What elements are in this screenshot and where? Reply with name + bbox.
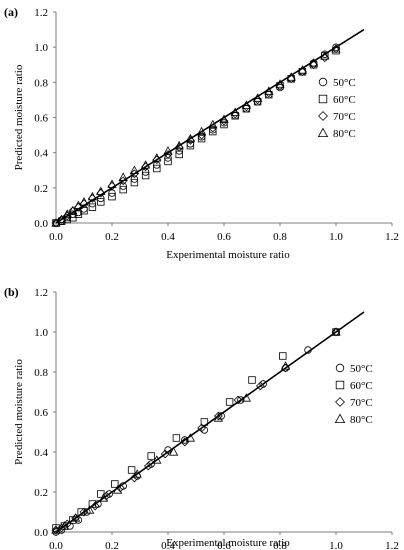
panel-b-point-diamond	[130, 473, 139, 483]
panel-a-y-tick-label: 1.0	[34, 42, 48, 54]
panel-a-point-square	[197, 134, 206, 143]
panel-a-y-axis-title: Predicted moisture ratio	[13, 64, 25, 170]
panel-a-legend-label: 80°C	[333, 128, 356, 140]
panel-a-y-tick-label: 0.8	[34, 77, 48, 89]
panel-a-legend-marker-triangle	[317, 127, 329, 138]
panel-b-y-tick-label: 0.8	[34, 367, 48, 379]
panel-b-legend-marker-square	[335, 380, 345, 390]
panel-b-y-tick-label: 1.2	[34, 287, 48, 299]
panel-b-label: (b)	[4, 285, 19, 299]
panel-b-legend-label: 80°C	[350, 414, 373, 426]
panel-a-point-diamond	[331, 44, 341, 54]
panel-b-legend-marker-triangle	[334, 413, 346, 424]
panel-a-label: (a)	[4, 5, 18, 19]
panel-a-legend-label: 60°C	[333, 94, 356, 106]
panel-b-point-diamond	[180, 437, 190, 447]
panel-a-point-diamond	[163, 150, 173, 159]
panel-b-x-tick-label: 1.0	[329, 540, 343, 550]
panel-b-point-circle	[181, 436, 189, 444]
panel-b-point-square	[147, 452, 155, 460]
panel-b-point-diamond	[90, 501, 100, 511]
panel-a-point-diamond	[68, 206, 78, 216]
panel-a-point-square	[130, 178, 139, 187]
panel-b-y-axis-title: Predicted moisture ratio	[13, 359, 25, 465]
panel-b-point-square	[248, 376, 256, 384]
panel-b-fit-line	[55, 311, 365, 533]
panel-a-point-square	[220, 120, 228, 129]
panel-a-x-tick-label: 0.2	[105, 231, 119, 243]
panel-b-x-tick-label: 1.2	[385, 540, 399, 550]
panel-b-y-tick-label: 0.6	[34, 407, 48, 419]
panel-b-x-axis-title: Experimental moisture ratio	[166, 537, 290, 549]
panel-a-point-square	[186, 141, 195, 150]
panel-b-legend-marker-circle	[335, 363, 345, 373]
panel-b-point-triangle	[331, 327, 341, 336]
panel-a-point-square	[119, 185, 127, 194]
panel-a-y-tick-label: 0.4	[34, 148, 48, 160]
panel-b-point-square	[111, 480, 119, 488]
panel-a-point-square	[153, 164, 161, 173]
panel-b-point-triangle	[59, 521, 70, 530]
panel-a-fit-line	[55, 28, 365, 224]
panel-b-point-circle	[237, 396, 245, 404]
panel-a-point-square	[108, 192, 116, 201]
panel-a-x-axis-title: Experimental moisture ratio	[166, 249, 290, 261]
panel-b-point-triangle	[168, 447, 179, 456]
panel-b-x-tick-label: 0.2	[105, 540, 119, 550]
panel-b-legend-marker-diamond	[335, 397, 345, 407]
panel-b-point-triangle	[98, 493, 109, 502]
panel-b-x-tick-label: 0.0	[49, 540, 63, 550]
panel-b-point-triangle	[152, 455, 162, 464]
panel-a-x-tick-label: 0.0	[49, 231, 63, 243]
panel-b-point-triangle	[70, 513, 81, 522]
panel-b-legend-label: 70°C	[350, 397, 373, 409]
panel-b-point-square	[172, 434, 181, 442]
panel-b-x-tick-label: 0.6	[217, 540, 231, 550]
panel-b-point-square	[127, 466, 136, 474]
panel-b-point-square	[279, 352, 287, 360]
panel-b-point-square	[225, 398, 234, 406]
panel-a-y-tick-label: 0.2	[34, 183, 48, 195]
panel-a-x-tick-label: 0.6	[217, 231, 231, 243]
panel-a-y-tick-label: 0.0	[34, 218, 48, 230]
panel-a-x-tick-label: 0.8	[273, 231, 287, 243]
panel-b-y-tick-label: 0.0	[34, 527, 48, 539]
panel-a-x-tick-label: 1.2	[385, 231, 399, 243]
panel-a-legend-marker-square	[318, 94, 328, 104]
panel-b-legend-label: 60°C	[350, 380, 373, 392]
panel-b-point-diamond	[233, 395, 243, 405]
panel-b-x-tick-label: 0.8	[273, 540, 287, 550]
panel-b-y-tick-label: 0.4	[34, 447, 48, 459]
panel-a-x-tick-label: 1.0	[329, 231, 343, 243]
panel-b-y-tick-label: 0.2	[34, 487, 48, 499]
panel-a-point-square	[209, 127, 217, 136]
panel-a-legend-marker-diamond	[318, 111, 328, 121]
panel-a-y-tick-label: 1.2	[34, 7, 48, 19]
panel-b-point-triangle	[132, 469, 142, 478]
panel-a-point-square	[141, 171, 150, 180]
panel-a-x-tick-label: 0.4	[161, 231, 175, 243]
panel-a-y-tick-label: 0.6	[34, 113, 48, 125]
panel-a-legend-marker-circle	[318, 77, 328, 87]
panel-a-point-square	[88, 203, 97, 211]
panel-a-legend-label: 70°C	[333, 111, 356, 123]
panel-a-point-square	[97, 198, 105, 206]
panel-a-legend-label: 50°C	[333, 77, 356, 89]
panel-b-x-tick-label: 0.4	[161, 540, 175, 550]
panel-b-y-tick-label: 1.0	[34, 327, 48, 339]
panel-b-legend-label: 50°C	[350, 363, 373, 375]
